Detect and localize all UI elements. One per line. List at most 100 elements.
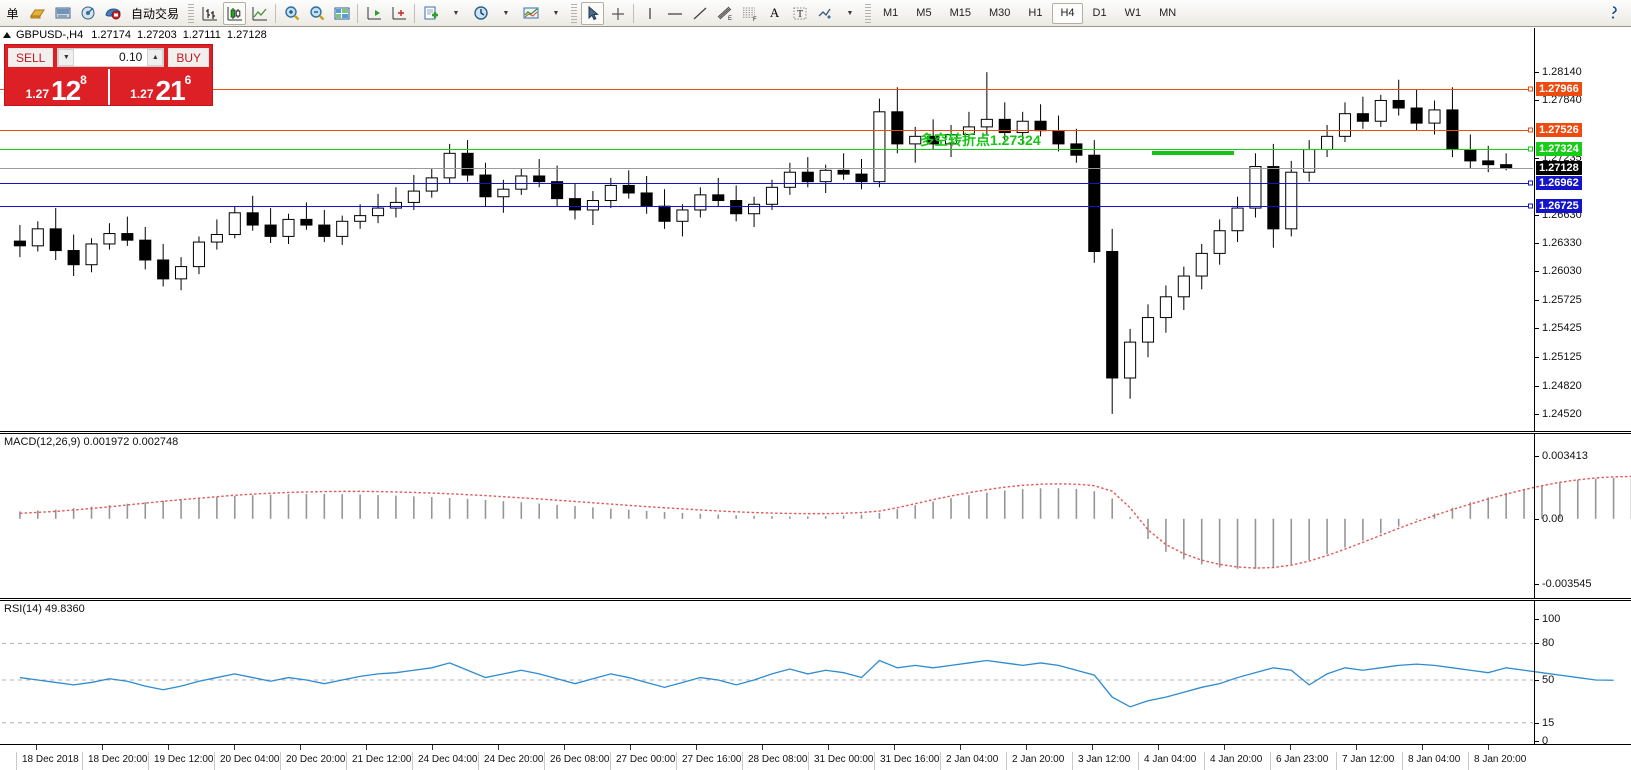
candlestick-chart-icon[interactable] bbox=[223, 1, 247, 25]
chevron-down-icon[interactable]: ▼ bbox=[452, 9, 460, 17]
price-tick bbox=[1535, 328, 1539, 330]
buy-button[interactable]: BUY bbox=[168, 47, 209, 67]
timeframe-m5[interactable]: M5 bbox=[916, 7, 932, 19]
gold-bar-icon[interactable] bbox=[26, 2, 49, 25]
zoom-in-icon[interactable] bbox=[280, 2, 303, 25]
time-axis-separator bbox=[676, 752, 677, 770]
price-level-line[interactable] bbox=[0, 130, 1533, 132]
trendline-icon[interactable] bbox=[688, 2, 711, 25]
toolbar-grip[interactable] bbox=[188, 3, 195, 23]
symbol-info-bar: GBPUSD-,H4 1.27174 1.27203 1.27111 1.271… bbox=[0, 28, 273, 42]
price-tick bbox=[1535, 356, 1539, 358]
shapes-icon[interactable] bbox=[813, 2, 836, 25]
volume-value[interactable]: 0.10 bbox=[118, 50, 143, 64]
price-chart-pane[interactable]: 1.28140 1.27840 1.27235 1.26630 1.26330 1.260… bbox=[0, 28, 1631, 432]
chart-annotation-text[interactable]: 多空转折点1.27324 bbox=[920, 132, 1041, 149]
expert-advisor-icon[interactable] bbox=[101, 2, 124, 25]
zoom-out-icon[interactable] bbox=[305, 2, 328, 25]
time-axis-separator bbox=[1072, 752, 1073, 770]
chart-annotation-line[interactable] bbox=[1152, 151, 1234, 156]
price-axis-line bbox=[1534, 28, 1535, 431]
timeframe-m15[interactable]: M15 bbox=[949, 7, 971, 19]
price-level-label[interactable]: 1.27966 bbox=[1536, 81, 1582, 96]
sell-price-display[interactable]: 1.27 12 8 bbox=[5, 69, 108, 105]
terminal-icon[interactable] bbox=[51, 2, 74, 25]
indicators-icon[interactable] bbox=[519, 2, 542, 25]
price-level-line[interactable] bbox=[0, 167, 1533, 169]
time-axis-separator bbox=[1006, 752, 1007, 770]
price-level-label[interactable]: 1.26725 bbox=[1536, 198, 1582, 213]
price-level-handle[interactable] bbox=[1528, 146, 1533, 152]
price-level-label[interactable]: 1.27324 bbox=[1536, 142, 1582, 157]
volume-decrement-button[interactable]: ▼ bbox=[58, 48, 75, 66]
price-level-label[interactable]: 1.27526 bbox=[1536, 123, 1582, 138]
price-level-label[interactable]: 1.27128 bbox=[1536, 160, 1582, 175]
timeframe-w1[interactable]: W1 bbox=[1124, 7, 1142, 19]
buy-price-display[interactable]: 1.27 21 6 bbox=[107, 69, 213, 105]
help-icon[interactable] bbox=[1601, 2, 1624, 25]
auto-scroll-icon[interactable] bbox=[387, 2, 410, 25]
text-label-icon[interactable]: T bbox=[788, 2, 811, 25]
svg-text:T: T bbox=[797, 9, 803, 20]
timeframe-mn[interactable]: MN bbox=[1159, 7, 1177, 19]
ohlc-low: 1.27111 bbox=[182, 29, 221, 41]
text-icon[interactable]: A bbox=[769, 5, 780, 20]
price-level-handle[interactable] bbox=[1528, 86, 1533, 92]
time-axis-label: 21 Dec 12:00 bbox=[352, 754, 412, 765]
time-axis-label: 24 Dec 04:00 bbox=[418, 754, 478, 765]
new-order-button[interactable]: 单 bbox=[6, 6, 19, 21]
price-level-line[interactable] bbox=[0, 149, 1533, 151]
price-level-handle[interactable] bbox=[1528, 127, 1533, 133]
fibonacci-icon[interactable]: F bbox=[738, 2, 761, 25]
time-axis-label: 3 Jan 12:00 bbox=[1078, 754, 1131, 765]
signals-icon[interactable] bbox=[76, 2, 99, 25]
macd-canvas bbox=[19, 475, 1631, 569]
toolbar-grip[interactable] bbox=[571, 3, 578, 23]
tile-windows-icon[interactable] bbox=[330, 2, 353, 25]
volume-increment-button[interactable]: ▲ bbox=[147, 48, 164, 66]
price-level-line[interactable] bbox=[0, 88, 1533, 90]
chevron-down-icon[interactable]: ▼ bbox=[846, 9, 854, 17]
rsi-tick-label: 100 bbox=[1542, 613, 1561, 625]
bar-chart-icon[interactable] bbox=[198, 2, 221, 25]
time-axis-tick bbox=[1092, 745, 1093, 750]
time-axis[interactable]: 18 Dec 2018 18 Dec 20:00 19 Dec 12:00 20 De… bbox=[0, 744, 1631, 770]
horizontal-line-icon[interactable] bbox=[663, 2, 686, 25]
price-level-handle[interactable] bbox=[1528, 180, 1533, 186]
price-tick bbox=[1535, 157, 1539, 159]
time-axis-label: 4 Jan 04:00 bbox=[1144, 754, 1197, 765]
equidistant-channel-icon[interactable]: E bbox=[713, 2, 736, 25]
price-level-line[interactable] bbox=[0, 183, 1533, 185]
timeframe-m1[interactable]: M1 bbox=[883, 7, 899, 19]
autotrading-button[interactable]: 自动交易 bbox=[131, 6, 180, 21]
new-chart-icon[interactable] bbox=[419, 2, 442, 25]
collapse-arrow-icon[interactable] bbox=[3, 32, 11, 38]
vertical-line-icon[interactable] bbox=[638, 2, 661, 25]
rsi-pane[interactable]: RSI(14) 49.8360 100 80 50 15 0 bbox=[0, 600, 1631, 744]
timeframe-d1[interactable]: D1 bbox=[1092, 7, 1107, 19]
timeframe-m30[interactable]: M30 bbox=[988, 7, 1011, 19]
price-level-label[interactable]: 1.26962 bbox=[1536, 176, 1582, 191]
cursor-icon[interactable] bbox=[581, 1, 605, 25]
price-level-handle[interactable] bbox=[1528, 203, 1533, 209]
sell-button[interactable]: SELL bbox=[8, 47, 54, 67]
crosshair-icon[interactable] bbox=[606, 2, 629, 25]
line-chart-icon[interactable] bbox=[248, 2, 271, 25]
price-tick bbox=[1535, 413, 1539, 415]
toolbar-grip[interactable] bbox=[865, 3, 872, 23]
macd-axis-line bbox=[1534, 434, 1535, 598]
time-axis-tick bbox=[1224, 745, 1225, 750]
one-click-trading-panel[interactable]: SELL ▼ 0.10 ▲ BUY 1.27 12 8 1.27 21 6 bbox=[4, 44, 213, 106]
chevron-down-icon[interactable]: ▼ bbox=[502, 9, 510, 17]
macd-tick-label: 0.00 bbox=[1542, 512, 1564, 525]
timeframe-h1[interactable]: H1 bbox=[1028, 7, 1043, 19]
volume-input[interactable]: ▼ 0.10 ▲ bbox=[57, 47, 165, 67]
chevron-down-icon[interactable]: ▼ bbox=[552, 9, 560, 17]
timeframe-h4[interactable]: H4 bbox=[1052, 2, 1083, 24]
rsi-tick-label: 15 bbox=[1542, 716, 1555, 729]
period-icon[interactable] bbox=[469, 2, 492, 25]
chart-shift-icon[interactable] bbox=[362, 2, 385, 25]
macd-pane[interactable]: MACD(12,26,9) 0.001972 0.002748 0.003413… bbox=[0, 433, 1631, 599]
price-level-line[interactable] bbox=[0, 205, 1533, 207]
time-axis-tick bbox=[762, 745, 763, 750]
